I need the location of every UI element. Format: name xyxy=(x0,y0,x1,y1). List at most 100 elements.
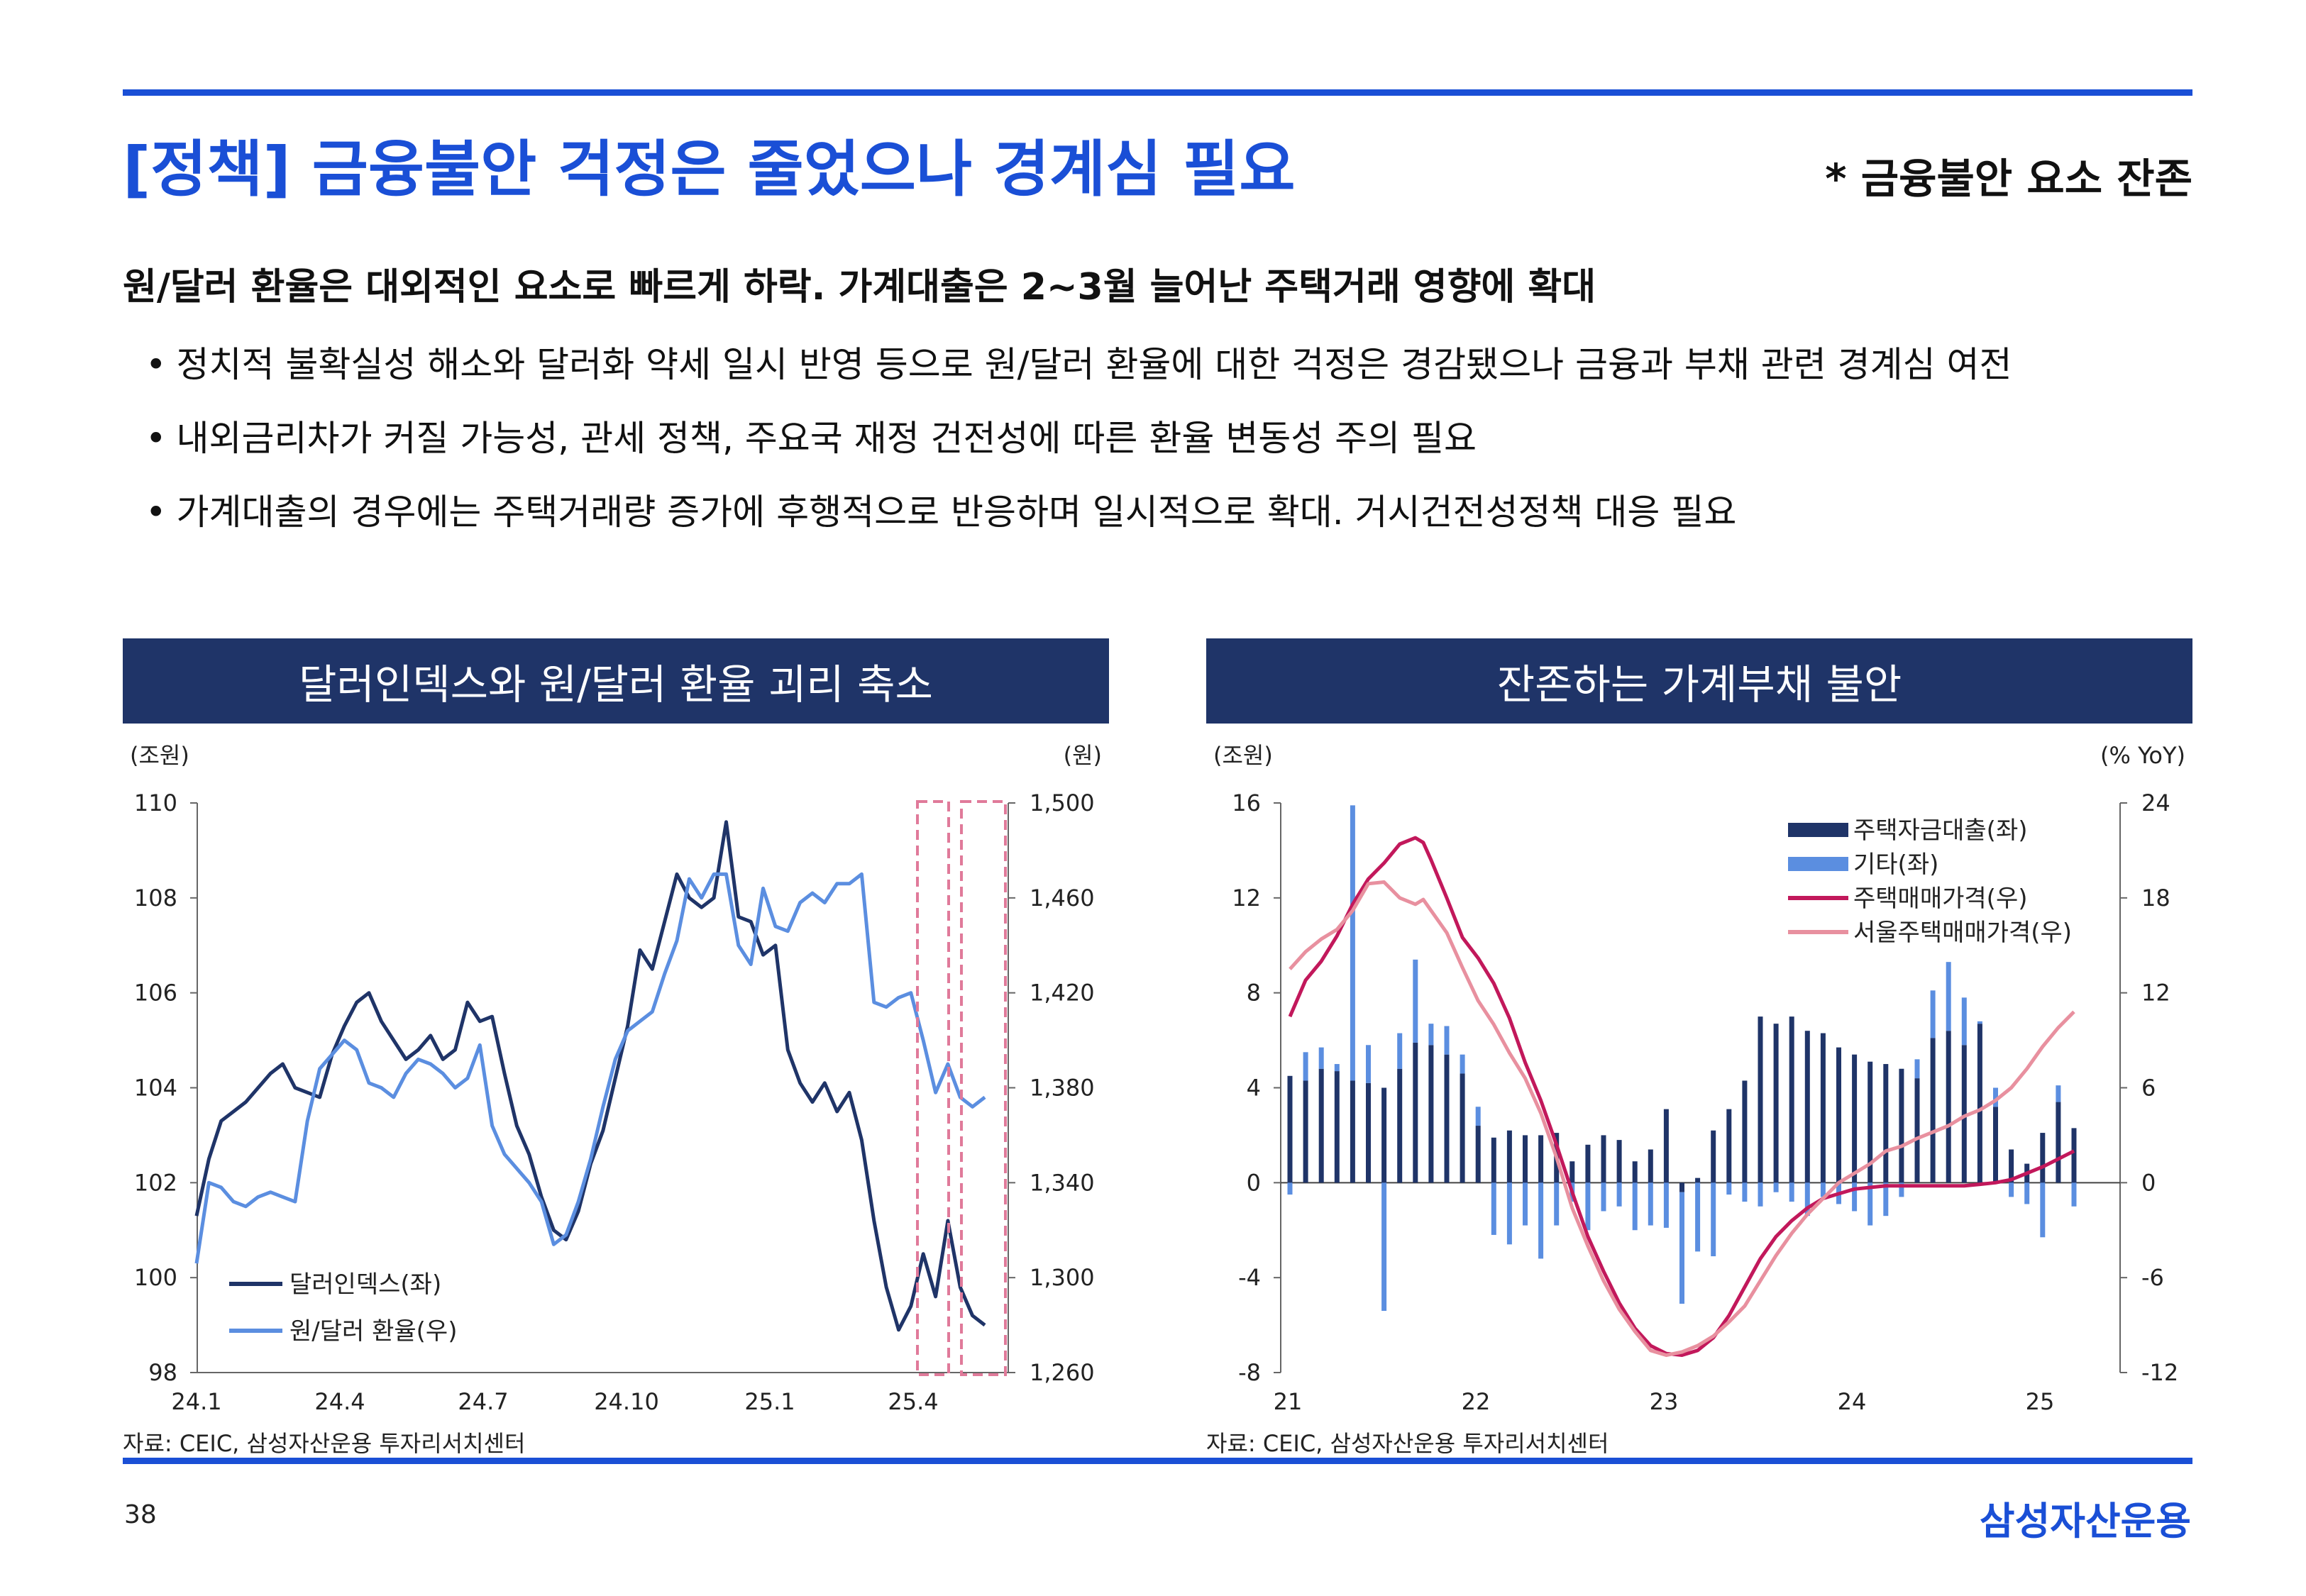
other-loan-bar xyxy=(1303,1052,1308,1081)
left-axis-unit: (조원) xyxy=(1213,742,1273,769)
housing-loan-bar xyxy=(1820,1033,1826,1183)
legend-swatch xyxy=(1788,823,1848,837)
housing-loan-bar xyxy=(1381,1087,1387,1183)
y-right-tick: 1,300 xyxy=(1030,1264,1095,1291)
housing-loan-bar xyxy=(1961,1045,1967,1183)
other-loan-bar xyxy=(1961,997,1967,1046)
housing-loan-bar xyxy=(1460,1073,1465,1183)
housing-loan-bar xyxy=(1742,1080,1748,1183)
housing-loan-bar xyxy=(1397,1068,1403,1183)
other-loan-bar xyxy=(1773,1182,1779,1192)
other-loan-bar xyxy=(2071,1182,2077,1207)
housing-loan-bar xyxy=(1569,1161,1575,1183)
housing-loan-bar xyxy=(1506,1130,1512,1183)
housing-loan-bar xyxy=(1773,1024,1779,1183)
right-chart: (조원) (% YoY) -8 -4 0 4 8 12 16 -12 -6 0 6 12 18 24 21 22 2… xyxy=(1213,742,2185,1415)
other-loan-bar xyxy=(1789,1182,1794,1202)
other-loan-bar xyxy=(1758,1182,1763,1207)
other-loan-bar xyxy=(2056,1085,2061,1102)
y-right-tick: 0 xyxy=(2141,1169,2156,1196)
y-left-tick: 100 xyxy=(134,1264,177,1291)
other-loan-bar xyxy=(1695,1182,1701,1252)
y-right-tick: -6 xyxy=(2141,1264,2164,1291)
other-loan-bar xyxy=(1632,1182,1638,1231)
y-right-tick: 18 xyxy=(2141,885,2170,911)
other-loan-bar xyxy=(1444,1026,1450,1055)
legend-label: 주택매매가격(우) xyxy=(1853,885,2028,913)
y-left-tick: -4 xyxy=(1238,1264,1261,1291)
other-loan-bar xyxy=(1616,1182,1622,1207)
x-tick: 21 xyxy=(1274,1388,1303,1415)
y-right-tick: -12 xyxy=(2141,1359,2178,1386)
top-rule xyxy=(123,89,2192,96)
housing-loan-bar xyxy=(1679,1182,1684,1192)
other-loan-bar xyxy=(1868,1182,1873,1226)
y-left-tick: 104 xyxy=(134,1075,177,1102)
y-left-tick: 108 xyxy=(134,885,177,911)
housing-loan-bar xyxy=(1695,1177,1701,1183)
y-left-tick: 4 xyxy=(1247,1075,1261,1102)
x-tick: 25 xyxy=(2026,1388,2055,1415)
housing-loan-bar xyxy=(1914,1078,1920,1183)
other-loan-bar xyxy=(1977,1021,1982,1024)
y-left-tick: 16 xyxy=(1232,789,1261,816)
other-loan-bar xyxy=(1663,1182,1669,1228)
y-right-tick: 1,340 xyxy=(1030,1169,1095,1196)
housing-loan-bar xyxy=(1428,1045,1434,1183)
x-tick: 23 xyxy=(1650,1388,1679,1415)
other-loan-bar xyxy=(1742,1182,1748,1202)
x-tick: 25.1 xyxy=(744,1388,795,1415)
summary-headline: 원/달러 환율은 대외적인 요소로 빠르게 하락. 가계대출은 2~3월 늘어난… xyxy=(123,266,1596,309)
housing-loan-bar xyxy=(1868,1061,1873,1183)
other-loan-bar xyxy=(1679,1192,1684,1304)
right-chart-title: 잔존하는 가계부채 불안 xyxy=(1206,638,2192,724)
other-loan-bar xyxy=(1491,1182,1496,1235)
other-loan-bar xyxy=(1726,1182,1732,1195)
legend-swatch xyxy=(1788,857,1848,871)
housing-loan-bar xyxy=(1475,1126,1481,1183)
bullet-mark: • xyxy=(145,418,167,459)
bullet-text: 가계대출의 경우에는 주택거래량 증가에 후행적으로 반응하며 일시적으로 확대… xyxy=(176,492,1737,533)
housing-loan-bar xyxy=(1334,1071,1340,1183)
left-chart-title: 달러인덱스와 원/달러 환율 괴리 축소 xyxy=(123,638,1109,724)
bullet-item: • 정치적 불확실성 해소와 달러화 약세 일시 반영 등으로 원/달러 환율에 … xyxy=(145,328,2012,401)
housing-loan-bar xyxy=(1303,1080,1308,1183)
bullet-item: • 내외금리차가 커질 가능성, 관세 정책, 주요국 재정 건전성에 따른 환율… xyxy=(145,401,2012,475)
other-loan-bar xyxy=(1601,1182,1606,1212)
housing-loan-bar xyxy=(1538,1135,1544,1183)
other-loan-bar xyxy=(1475,1107,1481,1126)
housing-loan-bar xyxy=(1930,1038,1936,1183)
housing-loan-bar xyxy=(1711,1130,1716,1183)
housing-loan-bar xyxy=(2009,1149,2014,1183)
housing-loan-bar xyxy=(1883,1064,1889,1183)
legend-label: 서울주택매매가격(우) xyxy=(1853,919,2072,947)
y-right-tick: 1,500 xyxy=(1030,789,1095,816)
other-loan-bar xyxy=(1946,962,1951,1031)
brand-logo: 삼성자산운용 xyxy=(1979,1499,2191,1544)
other-loan-bar xyxy=(1366,1045,1371,1083)
y-right-tick: 6 xyxy=(2141,1075,2156,1102)
other-loan-bar xyxy=(1350,805,1355,1081)
x-tick: 22 xyxy=(1462,1388,1491,1415)
y-left-tick: 98 xyxy=(148,1359,177,1386)
right-source: 자료: CEIC, 삼성자산운용 투자리서치센터 xyxy=(1206,1430,1609,1457)
other-loan-bar xyxy=(1585,1182,1591,1231)
housing-loan-bar xyxy=(2040,1133,2046,1183)
housing-loan-bar xyxy=(1444,1054,1450,1183)
housing-loan-bar xyxy=(1491,1137,1496,1183)
housing-loan-bar xyxy=(1993,1107,1998,1183)
other-loan-bar xyxy=(1914,1059,1920,1079)
right-axis-unit: (% YoY) xyxy=(2100,742,2185,769)
housing-loan-bar xyxy=(1946,1031,1951,1183)
x-tick: 24 xyxy=(1838,1388,1867,1415)
other-loan-bar xyxy=(2024,1182,2030,1204)
bullet-list: • 정치적 불확실성 해소와 달러화 약세 일시 반영 등으로 원/달러 환율에 … xyxy=(145,328,2012,549)
other-loan-bar xyxy=(1648,1182,1653,1226)
y-right-tick: 1,260 xyxy=(1030,1359,1095,1386)
housing-loan-bar xyxy=(1318,1068,1324,1183)
housing-loan-bar xyxy=(1287,1075,1293,1183)
other-loan-bar xyxy=(1287,1182,1293,1195)
other-loan-bar xyxy=(1883,1182,1889,1217)
housing-loan-bar xyxy=(1789,1016,1794,1183)
page-title: [정책] 금융불안 걱정은 줄었으나 경계심 필요 xyxy=(123,134,1296,205)
